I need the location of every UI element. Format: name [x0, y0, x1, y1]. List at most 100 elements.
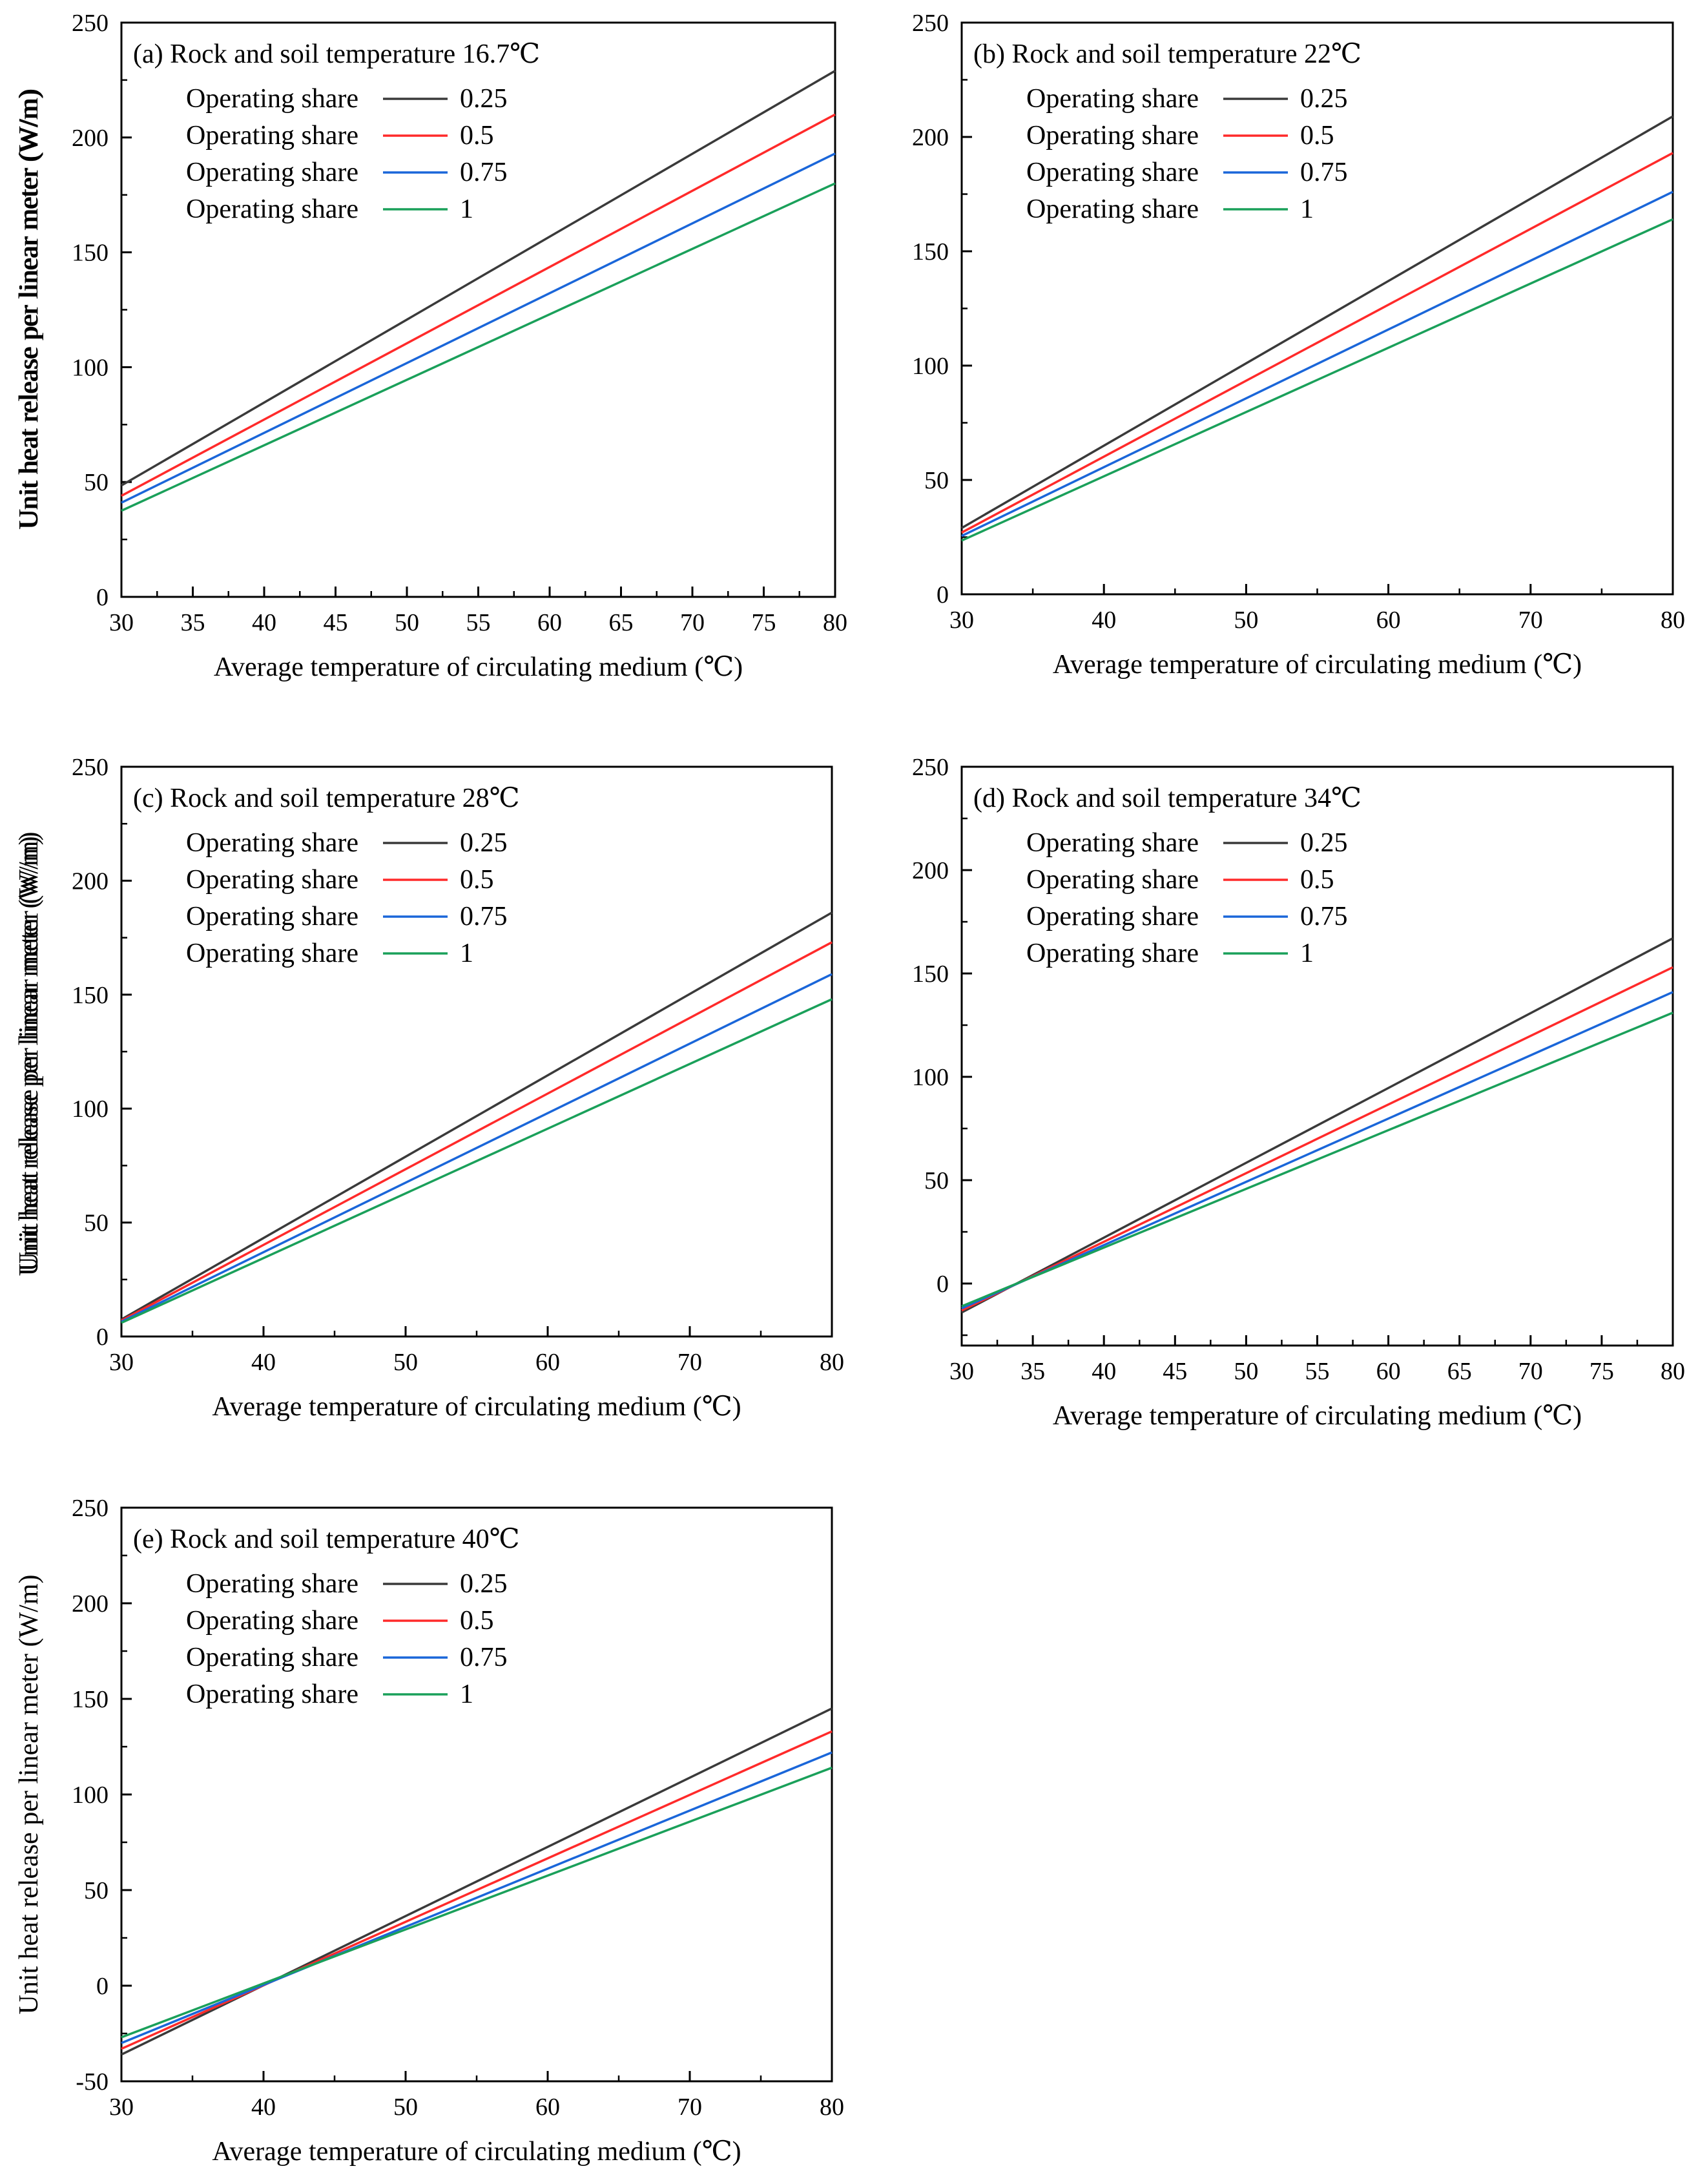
x-tick-label: 70	[1518, 607, 1543, 634]
y-tick-label: 0	[96, 1324, 109, 1351]
y-tick-label: 200	[72, 1590, 109, 1617]
y-tick-label: 50	[84, 1877, 109, 1904]
legend-label: Operating share	[186, 939, 358, 968]
x-tick-label: 80	[823, 609, 847, 636]
y-tick-label: 50	[84, 1210, 109, 1237]
y-tick-label: 250	[72, 1495, 109, 1522]
x-tick-label: 60	[535, 2094, 560, 2121]
panel-title: (d) Rock and soil temperature 34℃	[973, 784, 1362, 813]
series-line-0_75	[121, 973, 833, 1323]
panel-title: (a) Rock and soil temperature 16.7℃	[133, 39, 540, 69]
panel-title: (b) Rock and soil temperature 22℃	[973, 39, 1362, 69]
x-tick-label: 80	[1661, 1358, 1685, 1385]
x-tick-label: 60	[535, 1349, 560, 1376]
y-tick-label: 150	[72, 1686, 109, 1713]
legend-value: 0.75	[460, 1643, 508, 1672]
x-tick-label: 80	[1661, 607, 1685, 634]
legend-label: Operating share	[186, 1680, 358, 1709]
y-tick-label: 0	[96, 584, 109, 611]
legend-value: 0.25	[460, 828, 508, 858]
legend-value: 0.75	[1300, 158, 1348, 187]
series-line-0_5	[121, 113, 836, 497]
legend-value: 0.5	[1300, 121, 1334, 151]
y-tick-label: 0	[937, 1271, 949, 1298]
y-tick-label: 250	[912, 10, 949, 37]
x-tick-label: 55	[466, 609, 491, 636]
x-tick-label: 40	[251, 1349, 276, 1376]
y-tick-label: 150	[912, 961, 949, 988]
x-tick-label: 40	[1092, 1358, 1116, 1385]
y-tick-label: 50	[924, 1167, 949, 1194]
x-tick-label: 60	[537, 609, 562, 636]
x-tick-label: 60	[1376, 607, 1401, 634]
series-line-0_5	[121, 1730, 833, 2050]
y-tick-label: 200	[72, 868, 109, 895]
x-tick-label: 50	[1234, 1358, 1258, 1385]
panel-title: (e) Rock and soil temperature 40℃	[133, 1524, 520, 1554]
y-tick-label: 100	[72, 1782, 109, 1809]
y-tick-label: 100	[912, 353, 949, 380]
y-tick-label: 100	[72, 354, 109, 381]
legend-label: Operating share	[186, 121, 358, 151]
legend-label: Operating share	[186, 1569, 358, 1599]
legend-label: Operating share	[186, 1643, 358, 1672]
chart-panel-c: 30 40 50 60 70 80 0 50 100 150 200 250 Average tempe…	[14, 754, 844, 1422]
y-tick-label: 250	[912, 754, 949, 781]
series-line-0_25	[961, 937, 1673, 1314]
legend-value: 1	[460, 194, 473, 224]
series-line-1	[121, 182, 836, 512]
x-tick-label: 65	[609, 609, 634, 636]
legend-value: 0.5	[460, 1606, 494, 1636]
x-tick-label: 70	[678, 1349, 702, 1376]
y-tick-label: 150	[912, 238, 949, 265]
y-tick-label: 250	[72, 10, 109, 37]
legend-label: Operating share	[1026, 828, 1199, 858]
legend-label: Operating share	[186, 158, 358, 187]
legend-value: 0.25	[1300, 828, 1348, 858]
legend-value: 1	[1300, 194, 1314, 224]
chart-panel-d: 30 35 40 45 50 55 60 65 70 75 80050100150200250Ave…	[14, 754, 1685, 1431]
x-tick-label: 80	[820, 1349, 844, 1376]
x-tick-label: 50	[393, 1349, 418, 1376]
x-tick-label: 35	[181, 609, 205, 636]
series-line-0_75	[121, 1751, 833, 2044]
legend-value: 0.5	[460, 121, 494, 151]
x-tick-label: 50	[1234, 607, 1258, 634]
x-tick-label: 40	[1092, 607, 1116, 634]
x-tick-label: 50	[393, 2094, 418, 2121]
x-tick-label: 60	[1376, 1358, 1401, 1385]
series-line-1	[961, 218, 1673, 542]
x-tick-label: 75	[752, 609, 776, 636]
legend-label: Operating share	[186, 902, 358, 931]
legend-label: Operating share	[1026, 84, 1199, 114]
series-line-0_75	[961, 191, 1673, 537]
y-tick-label: 200	[72, 125, 109, 152]
legend-label: Operating share	[186, 84, 358, 114]
y-axis-title: Unit heat release per linear meter (W/m)	[14, 832, 44, 1272]
x-axis-title: Average temperature of circulating mediu…	[1053, 1401, 1582, 1431]
x-tick-label: 70	[1518, 1358, 1543, 1385]
series-line-0_75	[121, 152, 836, 504]
y-tick-label: 0	[96, 1973, 109, 2000]
legend-label: Operating share	[1026, 902, 1199, 931]
x-tick-label: 55	[1305, 1358, 1330, 1385]
series-line-0_25	[121, 70, 836, 487]
series-line-0_75	[961, 991, 1673, 1309]
y-axis-title: Unit heat release per linear meter (W/m)	[14, 90, 44, 530]
series-line-0_25	[121, 1707, 833, 2056]
x-tick-label: 45	[324, 609, 348, 636]
legend-value: 0.5	[1300, 865, 1334, 895]
legend-value: 0.75	[1300, 902, 1348, 931]
y-tick-label: 250	[72, 754, 109, 781]
x-tick-label: 45	[1163, 1358, 1187, 1385]
y-tick-label: 0	[937, 581, 949, 608]
x-tick-label: 30	[949, 607, 974, 634]
x-tick-label: 70	[678, 2094, 702, 2121]
chart-panel-e: 30 40 50 60 70 80 -50 0 50 100 150 200 250 Average te…	[14, 1495, 844, 2167]
x-axis-title: Average temperature of circulating mediu…	[212, 2137, 741, 2167]
series-line-0_5	[121, 941, 833, 1322]
x-tick-label: 30	[109, 609, 134, 636]
legend-value: 1	[1300, 939, 1314, 968]
legend-value: 0.5	[460, 865, 494, 895]
